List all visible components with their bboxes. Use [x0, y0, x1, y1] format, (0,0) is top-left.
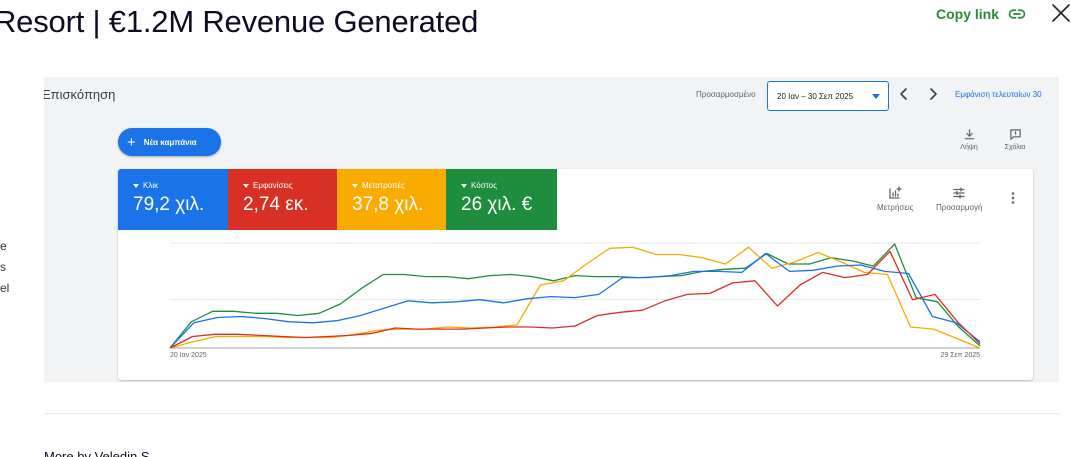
metrics-button[interactable]: Μετρήσεις — [877, 186, 914, 212]
add-chart-icon — [889, 186, 902, 199]
shot-title: Resort | €1.2M Revenue Generated — [0, 4, 479, 39]
series-line-0 — [169, 243, 981, 349]
adjust-button[interactable]: Προσαρμογή — [936, 186, 982, 212]
caret-down-icon — [243, 183, 249, 188]
metric-label-row: Εμφανίσεις — [243, 181, 337, 190]
download-label: Λήψη — [960, 144, 978, 151]
metric-tile-impressions[interactable]: Εμφανίσεις 2,74 εκ. — [228, 169, 337, 230]
caret-down-icon — [352, 183, 358, 188]
performance-line-chart: 20 Ιαν 2025 29 Σεπ 2025 — [169, 242, 981, 359]
new-campaign-button[interactable]: + Νέα καμπάνια — [118, 128, 221, 156]
ads-dashboard-screenshot: Επισκόπηση Προσαρμοσμένο 20 Ιαν – 30 Σεπ… — [44, 77, 1059, 382]
new-campaign-label: Νέα καμπάνια — [143, 137, 197, 147]
side-text-line: e — [0, 239, 7, 253]
caret-down-icon — [133, 183, 139, 188]
date-range-label: Προσαρμοσμένο — [696, 90, 756, 99]
metric-value: 37,8 χιλ. — [352, 194, 424, 215]
dropdown-caret-icon — [872, 94, 880, 99]
feedback-icon — [1009, 129, 1021, 140]
plus-icon: + — [127, 133, 136, 151]
series-line-3 — [169, 250, 981, 349]
metric-tile-clicks[interactable]: Κλικ 79,2 χιλ. — [118, 169, 228, 230]
metric-label: Κόστος — [471, 181, 497, 190]
tune-icon — [953, 187, 965, 199]
metric-tile-conversions[interactable]: Μετατροπές 37,8 χιλ. — [337, 169, 446, 230]
metric-label-row: Κόστος — [461, 181, 557, 190]
metric-label: Κλικ — [143, 181, 159, 190]
performance-card: Κλικ 79,2 χιλ. Εμφανίσεις 2,74 εκ. Μετατ… — [118, 169, 1033, 380]
section-divider — [44, 413, 1059, 414]
side-description: e s el — [0, 236, 9, 299]
feedback-button[interactable]: Σχόλια — [998, 128, 1032, 151]
date-range-value: 20 Ιαν – 30 Σεπ 2025 — [777, 91, 854, 101]
side-text-line: s — [0, 260, 6, 274]
link-icon — [1008, 9, 1026, 19]
chart-series-group — [169, 243, 981, 349]
series-line-2 — [169, 252, 981, 349]
download-button[interactable]: Λήψη — [952, 128, 986, 151]
show-last-link[interactable]: Εμφάνιση τελευταίων 30 — [955, 90, 1042, 99]
x-axis-end-tick-label: 29 Σεπ 2025 — [940, 352, 980, 359]
metric-value: 26 χιλ. € — [461, 194, 533, 215]
metric-tile-cost[interactable]: Κόστος 26 χιλ. € — [446, 169, 557, 230]
chevron-right-icon[interactable] — [925, 86, 941, 102]
date-range-select[interactable]: 20 Ιαν – 30 Σεπ 2025 — [767, 81, 889, 111]
metric-value: 2,74 εκ. — [243, 194, 309, 215]
chevron-left-icon[interactable] — [896, 86, 912, 102]
copy-link-label: Copy link — [936, 6, 1000, 22]
more-vert-icon[interactable] — [1010, 191, 1016, 205]
adjust-label: Προσαρμογή — [936, 203, 983, 212]
close-icon[interactable] — [1051, 3, 1071, 23]
feedback-label: Σχόλια — [1004, 144, 1026, 151]
metric-value: 79,2 χιλ. — [133, 194, 205, 215]
metrics-label: Μετρήσεις — [877, 203, 914, 212]
copy-link-button[interactable]: Copy link — [936, 5, 1026, 23]
overview-title: Επισκόπηση — [44, 87, 116, 102]
x-axis-start-tick-label: 20 Ιαν 2025 — [170, 352, 207, 359]
more-by-heading: More by Veledin S. — [44, 449, 154, 457]
metric-label-row: Κλικ — [133, 181, 228, 190]
metric-label: Εμφανίσεις — [253, 181, 293, 190]
caret-down-icon — [461, 183, 467, 188]
side-text-line: el — [0, 281, 10, 295]
metric-label-row: Μετατροπές — [352, 181, 446, 190]
download-icon — [964, 129, 974, 140]
chart-grid — [170, 242, 980, 349]
metric-label: Μετατροπές — [362, 181, 405, 190]
